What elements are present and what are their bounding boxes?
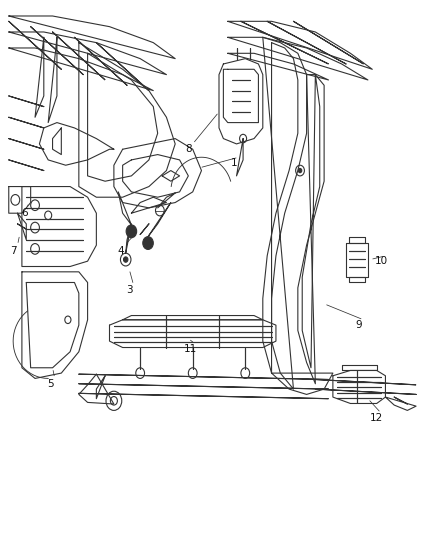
Text: 11: 11 xyxy=(184,344,197,354)
Text: 7: 7 xyxy=(10,246,17,255)
Circle shape xyxy=(124,257,128,262)
Text: 10: 10 xyxy=(374,256,388,266)
Circle shape xyxy=(126,225,137,238)
Text: 3: 3 xyxy=(126,286,133,295)
Text: 12: 12 xyxy=(370,414,383,423)
Circle shape xyxy=(143,237,153,249)
Circle shape xyxy=(298,168,302,173)
Text: 5: 5 xyxy=(47,379,54,389)
Text: 9: 9 xyxy=(356,320,363,330)
Text: 8: 8 xyxy=(185,144,192,154)
Text: 6: 6 xyxy=(21,208,28,218)
Text: 1: 1 xyxy=(231,158,238,167)
Text: 4: 4 xyxy=(117,246,124,255)
